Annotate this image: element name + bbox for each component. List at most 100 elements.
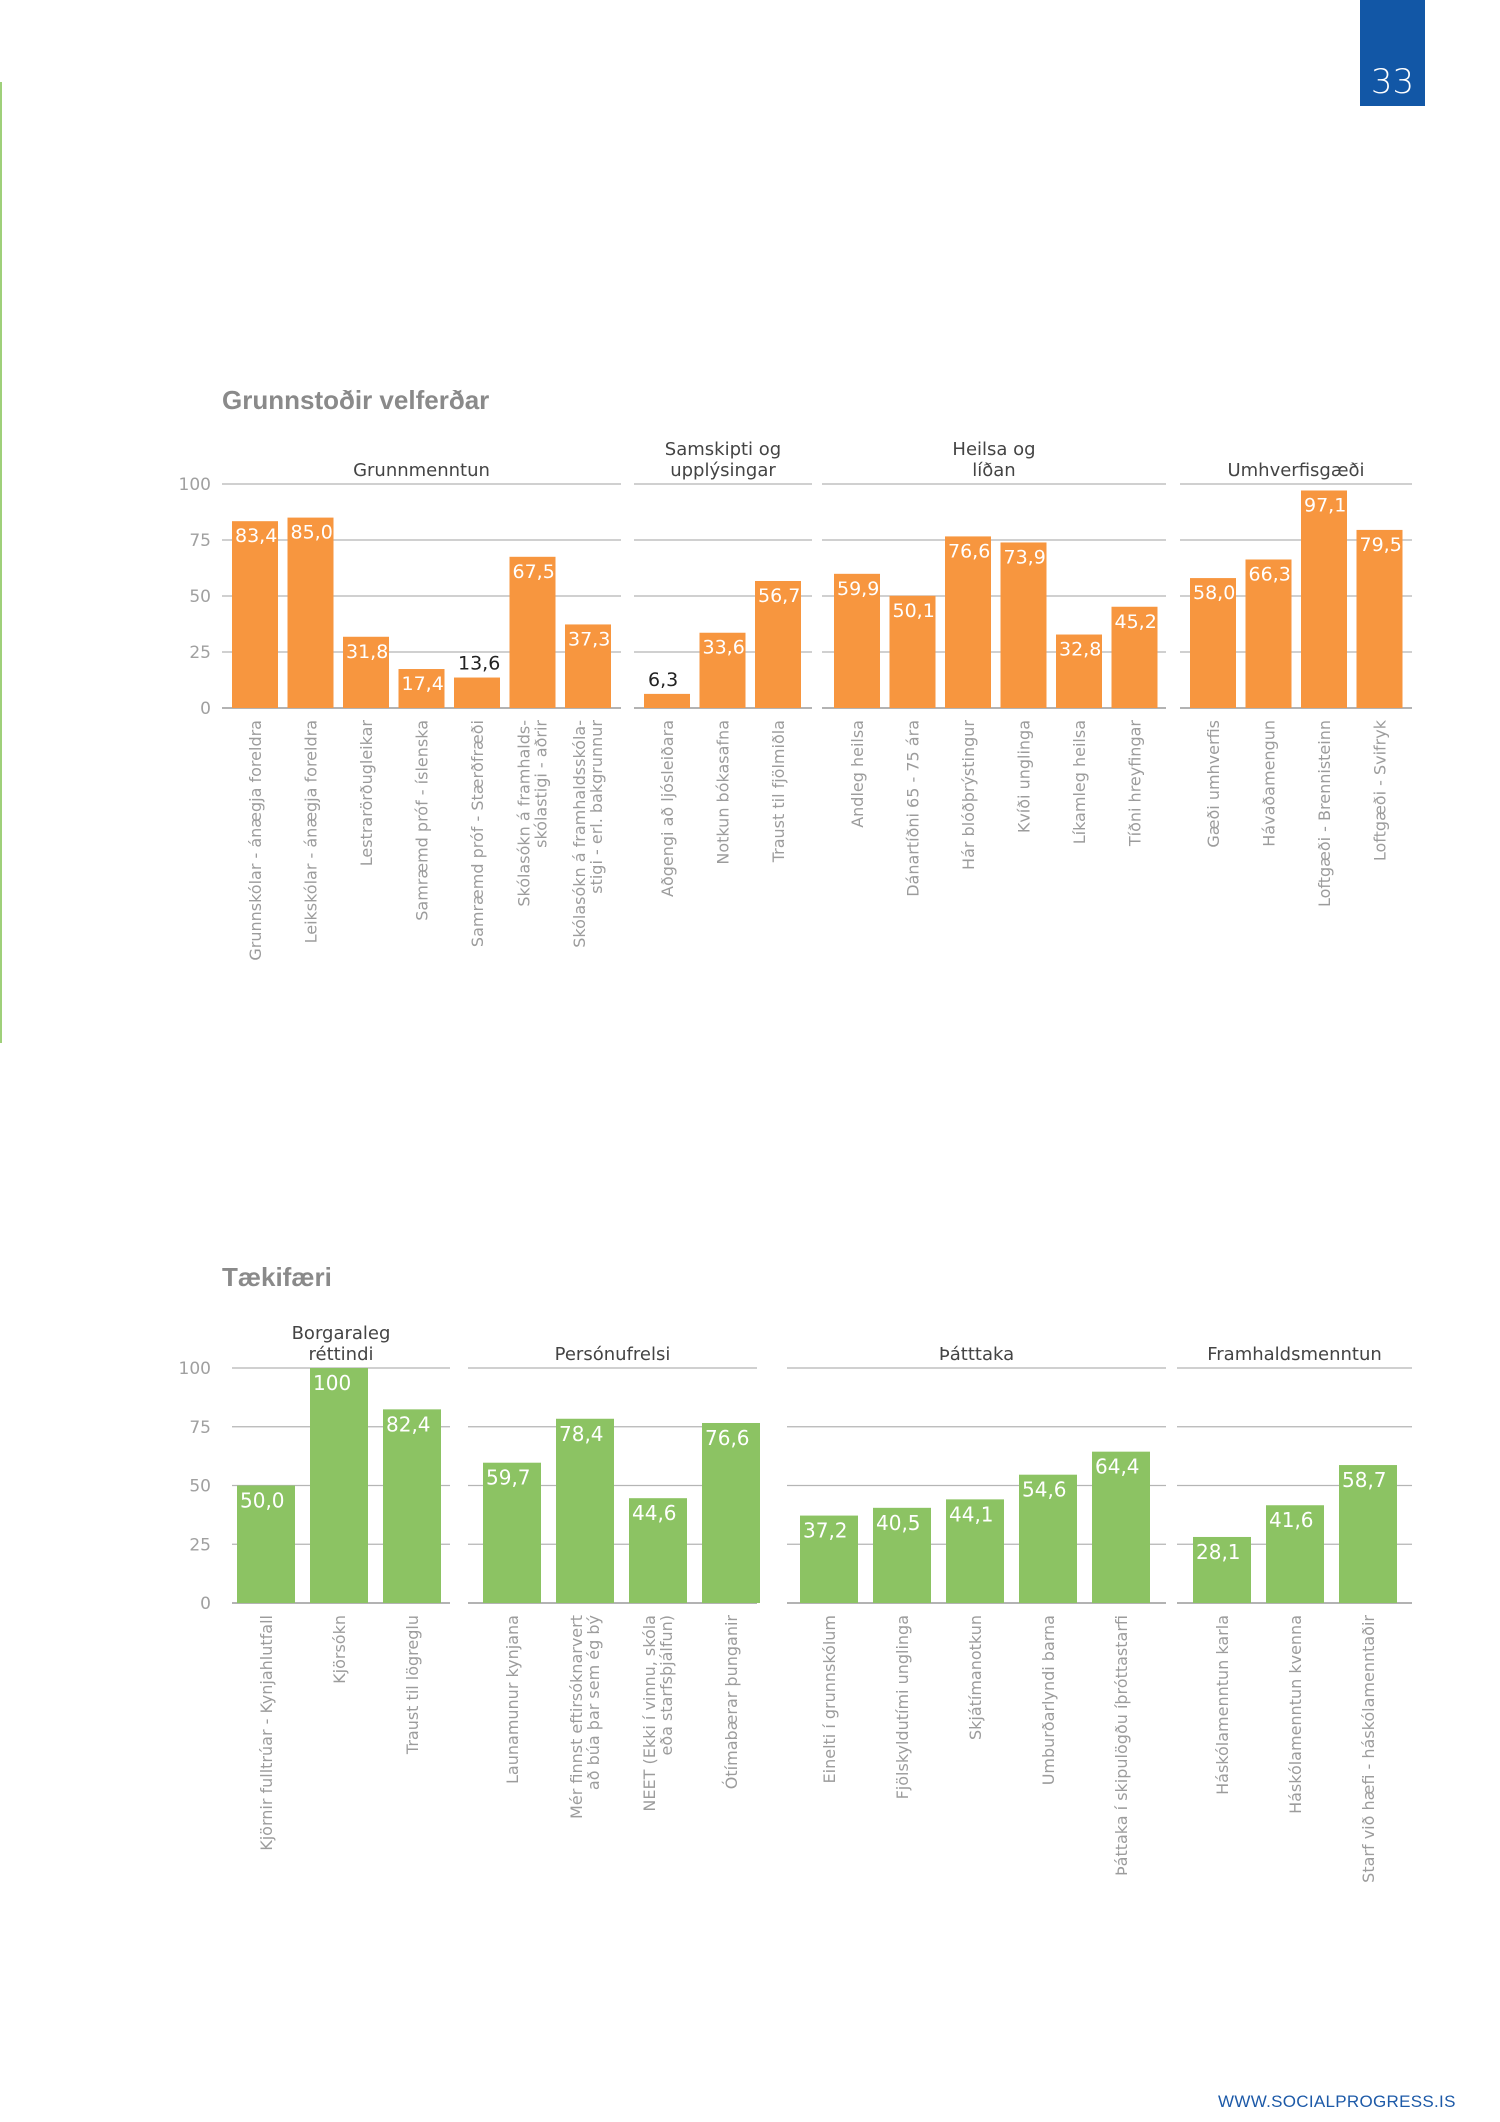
x-tick-label: Traust til fjölmiðla xyxy=(769,720,788,863)
data-label: 78,4 xyxy=(559,1422,604,1446)
data-label: 85,0 xyxy=(291,522,333,544)
x-tick-label: Aðgengi að ljósleiðara xyxy=(658,720,677,897)
data-label: 79,5 xyxy=(1360,534,1402,556)
data-label: 59,9 xyxy=(837,578,879,600)
x-tick-label: Samræmd próf - Stærðfræði xyxy=(468,720,487,947)
y-tick-label: 50 xyxy=(189,587,211,607)
bar xyxy=(629,1498,687,1603)
y-tick-label: 100 xyxy=(179,475,211,495)
bar xyxy=(1000,542,1047,708)
x-tick-label: Ótímabærar þunganir xyxy=(722,1615,741,1790)
data-label: 37,3 xyxy=(568,628,610,650)
group-title: Framhaldsmenntun xyxy=(1207,1344,1382,1365)
data-label: 66,3 xyxy=(1249,563,1291,585)
bar xyxy=(237,1485,295,1603)
y-tick-label: 0 xyxy=(200,699,211,719)
bar xyxy=(1339,1465,1397,1603)
data-label: 28,1 xyxy=(1196,1540,1241,1564)
bar xyxy=(873,1507,931,1603)
x-tick-label: að búa þar sem ég bý xyxy=(584,1615,603,1790)
data-label: 59,7 xyxy=(486,1466,531,1490)
x-tick-label: Dánartíðni 65 - 75 ára xyxy=(904,720,923,897)
bar xyxy=(565,624,611,708)
y-tick-label: 75 xyxy=(189,531,211,551)
footer-url[interactable]: WWW.SOCIALPROGRESS.IS xyxy=(1218,2092,1456,2111)
group-title: Grunnmenntun xyxy=(353,460,490,481)
x-tick-label: Lestrarörðugleikar xyxy=(357,720,376,867)
bar xyxy=(1356,529,1403,708)
bar xyxy=(483,1462,541,1603)
bar xyxy=(556,1418,614,1603)
data-label: 97,1 xyxy=(1304,494,1346,516)
data-label: 58,0 xyxy=(1193,582,1235,604)
data-label: 6,3 xyxy=(648,669,678,691)
data-label: 56,7 xyxy=(758,585,800,607)
group-title: réttindi xyxy=(308,1344,373,1365)
bar xyxy=(1092,1451,1150,1603)
x-tick-label: Kjörsókn xyxy=(330,1615,349,1684)
x-tick-label: eða starfsþjálfun) xyxy=(657,1615,676,1756)
bar xyxy=(755,580,801,708)
data-label: 67,5 xyxy=(513,561,555,583)
data-label: 44,6 xyxy=(632,1501,677,1525)
group-title: Heilsa og xyxy=(952,439,1035,460)
group-title: Borgaraleg xyxy=(292,1323,391,1344)
group-title: upplýsingar xyxy=(670,460,776,481)
group-title: Umhverfisgæði xyxy=(1227,460,1364,481)
bar xyxy=(1245,559,1292,708)
data-label: 50,1 xyxy=(893,600,935,622)
y-tick-label: 75 xyxy=(189,1418,211,1438)
data-label: 50,0 xyxy=(240,1489,285,1513)
group-title: Persónufrelsi xyxy=(555,1344,671,1365)
bar xyxy=(454,677,500,708)
page-number: 33 xyxy=(1360,0,1425,106)
chart1-title: Grunnstoðir velferðar xyxy=(222,385,490,415)
chart2-title: Tækifæri xyxy=(222,1262,332,1292)
data-label: 82,4 xyxy=(386,1412,431,1436)
data-label: 33,6 xyxy=(703,637,745,659)
x-tick-label: Notkun bókasafna xyxy=(714,720,733,865)
y-tick-label: 0 xyxy=(200,1594,211,1614)
x-tick-label: Loftgæði - Brennisteinn xyxy=(1315,720,1334,907)
x-tick-label: Andleg heilsa xyxy=(848,720,867,828)
bar xyxy=(946,1499,1004,1603)
x-tick-label: NEET (Ekki í vinnu, skóla xyxy=(640,1615,659,1812)
bar xyxy=(834,573,880,708)
x-tick-label: Umburðarlyndi barna xyxy=(1039,1615,1058,1785)
x-tick-label: Samræmd próf - íslenska xyxy=(413,720,432,921)
bar xyxy=(398,669,445,708)
x-tick-label: Líkamleg heilsa xyxy=(1070,720,1089,844)
x-tick-label: Kvíði unglinga xyxy=(1015,720,1034,833)
x-tick-label: Traust til lögreglu xyxy=(403,1615,422,1755)
data-label: 83,4 xyxy=(235,525,277,547)
x-tick-label: Háskólamenntun karla xyxy=(1213,1615,1232,1795)
bar xyxy=(310,1368,368,1603)
group-title: Þátttaka xyxy=(939,1344,1014,1365)
group-title: líðan xyxy=(972,460,1015,481)
x-tick-label: Launamunur kynjana xyxy=(503,1615,522,1784)
data-label: 76,6 xyxy=(705,1426,750,1450)
x-tick-label: Einelti í grunnskólum xyxy=(820,1615,839,1783)
data-label: 37,2 xyxy=(803,1519,848,1543)
data-label: 31,8 xyxy=(346,641,388,663)
bar xyxy=(644,693,690,708)
y-tick-label: 50 xyxy=(189,1477,211,1497)
x-tick-label: Háskólamenntun kvenna xyxy=(1286,1615,1305,1814)
x-tick-label: Tíðni hreyfingar xyxy=(1126,720,1145,848)
data-label: 73,9 xyxy=(1004,546,1046,568)
x-tick-label: stigi - erl. bakgrunnur xyxy=(587,720,606,894)
bar xyxy=(945,536,991,708)
bar xyxy=(1301,490,1347,708)
data-label: 76,6 xyxy=(948,540,990,562)
bar xyxy=(509,556,556,708)
group-title: Samskipti og xyxy=(665,439,781,460)
bar xyxy=(232,521,278,708)
data-label: 40,5 xyxy=(876,1511,921,1535)
data-label: 45,2 xyxy=(1115,611,1157,633)
bar xyxy=(1266,1505,1324,1603)
y-tick-label: 100 xyxy=(179,1359,211,1379)
x-tick-label: Hávaðamengun xyxy=(1260,720,1279,847)
bar xyxy=(1193,1536,1251,1603)
data-label: 58,7 xyxy=(1342,1468,1387,1492)
